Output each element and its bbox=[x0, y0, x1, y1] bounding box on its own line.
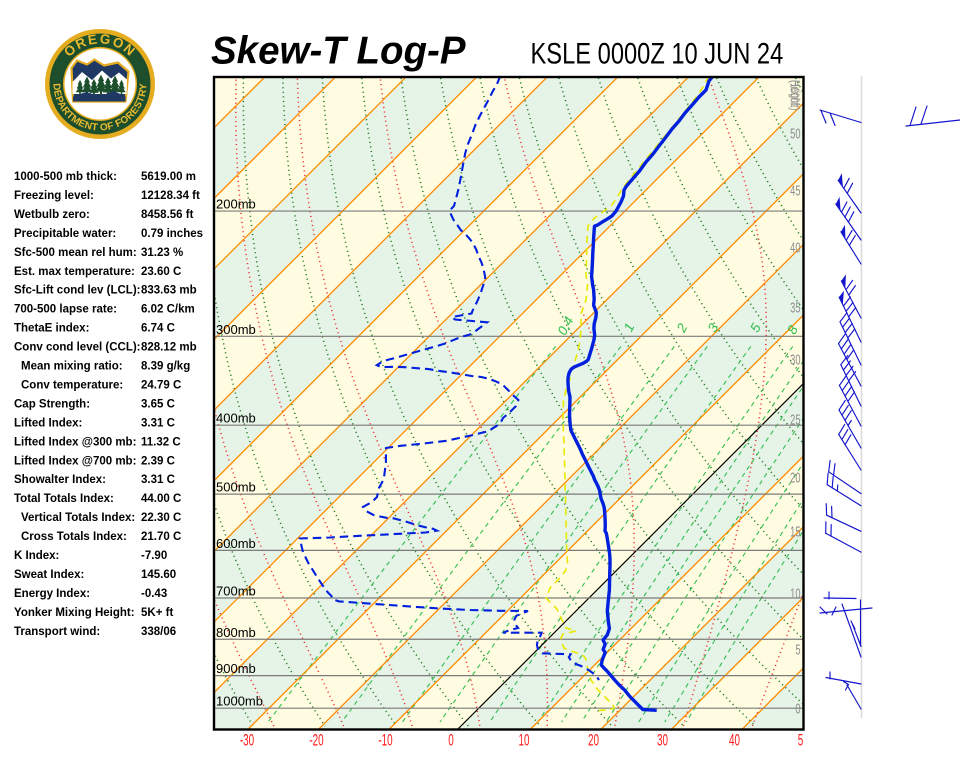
svg-text:15: 15 bbox=[790, 523, 800, 540]
svg-text:5619.00 m: 5619.00 m bbox=[141, 171, 196, 183]
svg-text:900mb: 900mb bbox=[216, 661, 256, 676]
svg-text:1000-500 mb thick:: 1000-500 mb thick: bbox=[14, 171, 117, 183]
svg-text:Showalter Index:: Showalter Index: bbox=[14, 474, 106, 486]
svg-text:Height: Height bbox=[787, 80, 801, 106]
svg-text:Total Totals Index:: Total Totals Index: bbox=[14, 493, 114, 505]
svg-text:700mb: 700mb bbox=[216, 584, 256, 599]
svg-text:200mb: 200mb bbox=[216, 197, 256, 212]
svg-text:Yonker Mixing Height:: Yonker Mixing Height: bbox=[14, 607, 135, 619]
svg-text:20: 20 bbox=[588, 731, 599, 749]
svg-text:8458.56 ft: 8458.56 ft bbox=[141, 209, 194, 221]
svg-text:Conv temperature:: Conv temperature: bbox=[21, 379, 123, 391]
svg-text:6.74 C: 6.74 C bbox=[141, 323, 175, 335]
svg-text:K Index:: K Index: bbox=[14, 550, 59, 562]
svg-text:30: 30 bbox=[790, 351, 800, 368]
svg-text:Transport wind:: Transport wind: bbox=[14, 626, 100, 638]
svg-text:0.79 inches: 0.79 inches bbox=[141, 228, 203, 240]
svg-text:ThetaE index:: ThetaE index: bbox=[14, 323, 89, 335]
svg-text:-20: -20 bbox=[309, 731, 324, 749]
svg-text:KSLE 0000Z 10 JUN 24: KSLE 0000Z 10 JUN 24 bbox=[531, 37, 784, 70]
svg-text:23.60 C: 23.60 C bbox=[141, 266, 181, 278]
svg-text:3.31 C: 3.31 C bbox=[141, 474, 175, 486]
svg-text:145.60: 145.60 bbox=[141, 569, 176, 581]
svg-text:Lifted Index @700 mb:: Lifted Index @700 mb: bbox=[14, 455, 136, 467]
svg-text:Freezing level:: Freezing level: bbox=[14, 190, 94, 202]
svg-text:5: 5 bbox=[798, 731, 804, 749]
svg-text:600mb: 600mb bbox=[216, 536, 256, 551]
svg-text:10: 10 bbox=[518, 731, 529, 749]
svg-text:Conv cond level (CCL):: Conv cond level (CCL): bbox=[14, 342, 141, 354]
svg-text:2.39 C: 2.39 C bbox=[141, 455, 175, 467]
svg-text:828.12 mb: 828.12 mb bbox=[141, 342, 197, 354]
svg-text:300mb: 300mb bbox=[216, 322, 256, 337]
svg-text:8.39 g/kg: 8.39 g/kg bbox=[141, 361, 190, 373]
svg-text:-10: -10 bbox=[378, 731, 393, 749]
svg-text:1000mb: 1000mb bbox=[216, 694, 263, 709]
svg-text:800mb: 800mb bbox=[216, 625, 256, 640]
svg-text:25: 25 bbox=[790, 411, 800, 428]
svg-text:24.79 C: 24.79 C bbox=[141, 379, 181, 391]
svg-text:Sfc-Lift cond lev (LCL):: Sfc-Lift cond lev (LCL): bbox=[14, 285, 141, 297]
svg-text:3.65 C: 3.65 C bbox=[141, 398, 175, 410]
svg-text:5K+ ft: 5K+ ft bbox=[141, 607, 173, 619]
svg-text:Precipitable water:: Precipitable water: bbox=[14, 228, 116, 240]
svg-text:700-500 lapse rate:: 700-500 lapse rate: bbox=[14, 304, 117, 316]
svg-text:Lifted Index @300 mb:: Lifted Index @300 mb: bbox=[14, 436, 136, 448]
svg-text:Skew-T Log-P: Skew-T Log-P bbox=[211, 30, 466, 73]
svg-text:40: 40 bbox=[790, 239, 800, 256]
svg-text:338/06: 338/06 bbox=[141, 626, 176, 638]
svg-text:Sweat Index:: Sweat Index: bbox=[14, 569, 84, 581]
svg-text:833.63 mb: 833.63 mb bbox=[141, 285, 197, 297]
svg-text:40: 40 bbox=[729, 731, 740, 749]
svg-text:20: 20 bbox=[790, 469, 800, 486]
svg-text:31.23 %: 31.23 % bbox=[141, 247, 183, 259]
svg-text:Energy Index:: Energy Index: bbox=[14, 588, 90, 600]
svg-text:Est. max temperature:: Est. max temperature: bbox=[14, 266, 135, 278]
svg-text:12128.34 ft: 12128.34 ft bbox=[141, 190, 200, 202]
svg-text:11.32 C: 11.32 C bbox=[141, 436, 181, 448]
svg-text:21.70 C: 21.70 C bbox=[141, 531, 181, 543]
svg-text:500mb: 500mb bbox=[216, 480, 256, 495]
svg-text:5: 5 bbox=[795, 641, 800, 658]
svg-text:Mean mixing ratio:: Mean mixing ratio: bbox=[21, 361, 123, 373]
svg-text:Cross Totals Index:: Cross Totals Index: bbox=[21, 531, 127, 543]
svg-text:-30: -30 bbox=[240, 731, 255, 749]
svg-text:Cap Strength:: Cap Strength: bbox=[14, 398, 90, 410]
svg-text:22.30 C: 22.30 C bbox=[141, 512, 181, 524]
svg-text:Sfc-500 mean rel hum:: Sfc-500 mean rel hum: bbox=[14, 247, 137, 259]
svg-text:0: 0 bbox=[448, 731, 454, 749]
svg-text:45: 45 bbox=[790, 182, 800, 199]
svg-text:44.00 C: 44.00 C bbox=[141, 493, 181, 505]
svg-text:10: 10 bbox=[790, 585, 800, 602]
svg-text:-0.43: -0.43 bbox=[141, 588, 167, 600]
svg-text:Lifted Index:: Lifted Index: bbox=[14, 417, 82, 429]
svg-text:Vertical Totals Index:: Vertical Totals Index: bbox=[21, 512, 135, 524]
svg-text:30: 30 bbox=[657, 731, 668, 749]
svg-text:400mb: 400mb bbox=[216, 411, 256, 426]
svg-text:Wetbulb zero:: Wetbulb zero: bbox=[14, 209, 90, 221]
svg-text:3.31 C: 3.31 C bbox=[141, 417, 175, 429]
svg-text:6.02 C/km: 6.02 C/km bbox=[141, 304, 195, 316]
svg-text:50: 50 bbox=[790, 125, 800, 142]
svg-text:0: 0 bbox=[795, 700, 800, 717]
svg-text:35: 35 bbox=[790, 299, 800, 316]
svg-text:-7.90: -7.90 bbox=[141, 550, 167, 562]
svg-text:(1000ft): (1000ft) bbox=[787, 80, 801, 111]
